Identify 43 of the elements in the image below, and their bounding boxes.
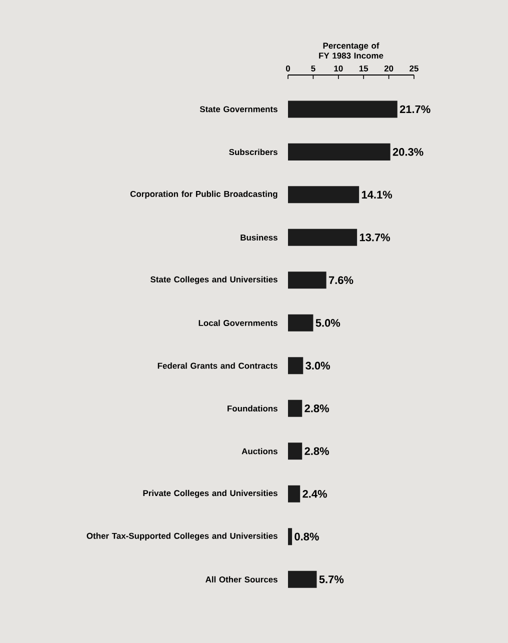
data-label: 2.8% xyxy=(304,404,329,412)
y-tick-label: All Other Sources xyxy=(206,576,278,582)
bar xyxy=(288,485,300,502)
y-tick-label: Subscribers xyxy=(229,148,278,156)
y-tick-label: Corporation for Public Broadcasting xyxy=(130,190,278,199)
bar xyxy=(288,228,358,246)
bar xyxy=(288,528,292,546)
y-tick-label: State Governments xyxy=(200,106,278,112)
data-label: 3.0% xyxy=(306,362,330,370)
data-label: 0.8% xyxy=(294,532,319,540)
y-tick-label: Local Governments xyxy=(198,320,278,326)
bar xyxy=(288,442,302,460)
bar xyxy=(288,400,302,417)
data-label: 14.1% xyxy=(362,190,392,199)
x-tick-label: 5 xyxy=(311,66,316,72)
bar xyxy=(288,100,398,118)
x-tick-label: 0 xyxy=(286,65,290,72)
x-tick-label: 25 xyxy=(410,65,418,72)
data-label: 7.6% xyxy=(328,276,354,284)
bar xyxy=(288,570,317,588)
bar xyxy=(288,357,304,374)
bar xyxy=(288,272,326,289)
data-label: 2.8% xyxy=(304,447,329,456)
data-label: 5.0% xyxy=(316,319,340,327)
x-axis-title: Percentage of FY 1983 Income xyxy=(319,42,384,59)
x-tick-label: 20 xyxy=(384,65,394,72)
bar xyxy=(288,186,360,204)
data-label: 20.3% xyxy=(392,148,424,156)
y-tick-label: State Colleges and Universities xyxy=(150,276,278,284)
y-tick-label: Federal Grants and Contracts xyxy=(158,362,278,369)
y-tick-label: Private Colleges and Universities xyxy=(143,490,278,498)
data-label: 2.4% xyxy=(302,490,327,498)
bar xyxy=(288,314,314,332)
data-label: 21.7% xyxy=(400,105,430,114)
y-tick-label: Auctions xyxy=(242,448,278,454)
y-tick-label: Foundations xyxy=(228,405,278,412)
y-tick-label: Business xyxy=(240,234,278,241)
x-tick-label: 10 xyxy=(334,65,343,72)
x-tick-label: 15 xyxy=(359,66,368,72)
data-label: 5.7% xyxy=(319,575,344,584)
bar xyxy=(288,143,390,160)
data-label: 13.7% xyxy=(360,234,390,242)
y-tick-label: Other Tax-Supported Colleges and Universities xyxy=(86,532,278,541)
